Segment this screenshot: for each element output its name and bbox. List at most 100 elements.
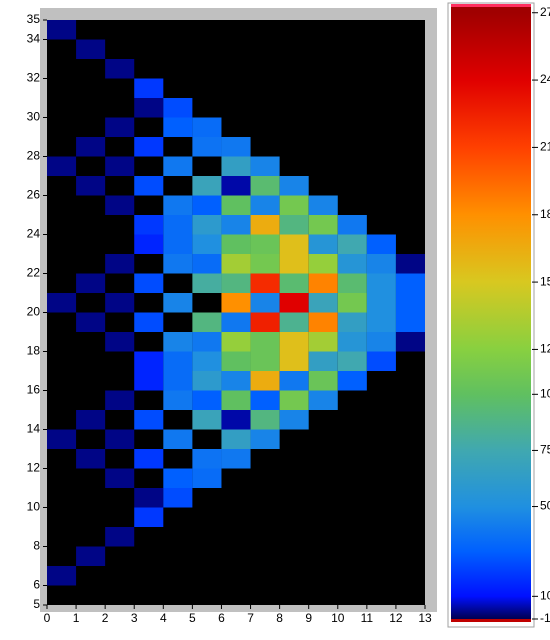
colorbar-tick-label: 100 — [540, 589, 550, 603]
heat-cell — [221, 273, 251, 293]
heat-cell — [250, 293, 280, 313]
heat-cell — [134, 507, 164, 527]
colorbar — [451, 6, 531, 619]
y-tick-label: 12 — [27, 461, 41, 475]
x-tick-label: 9 — [305, 611, 312, 625]
heat-cell — [221, 215, 251, 235]
heat-cell — [308, 332, 338, 352]
heat-cell — [192, 254, 222, 274]
heat-cell — [134, 273, 164, 293]
heat-cell — [192, 332, 222, 352]
heat-cell — [105, 117, 135, 137]
heat-cell — [279, 215, 309, 235]
heat-cell — [250, 234, 280, 254]
colorbar-tick-label: 2100 — [540, 140, 550, 154]
heat-cell — [250, 156, 280, 176]
heat-cell — [105, 332, 135, 352]
y-tick-label: 22 — [27, 266, 41, 280]
y-tick-label: 34 — [27, 32, 41, 46]
heat-cell — [163, 332, 193, 352]
heat-cell — [134, 234, 164, 254]
heat-cell — [105, 293, 135, 313]
colorbar-tick-label: 1500 — [540, 274, 550, 288]
heat-cell — [250, 351, 280, 371]
y-tick-label: 14 — [27, 422, 41, 436]
heat-cell — [134, 312, 164, 332]
y-tick-label: 5 — [33, 597, 40, 611]
heat-cell — [134, 215, 164, 235]
heat-cell — [76, 137, 106, 157]
y-tick-label: 16 — [27, 383, 41, 397]
heat-cell — [163, 215, 193, 235]
heat-cell — [47, 566, 77, 586]
heat-cell — [192, 312, 222, 332]
heat-cell — [221, 312, 251, 332]
y-tick-label: 8 — [33, 539, 40, 553]
heat-cell — [250, 332, 280, 352]
heat-cell — [192, 117, 222, 137]
heat-cell — [134, 351, 164, 371]
heat-cell — [47, 429, 77, 449]
heat-cell — [105, 527, 135, 547]
heat-cell — [134, 98, 164, 118]
heat-cell — [250, 312, 280, 332]
heat-cell — [76, 39, 106, 59]
heat-cell — [366, 293, 396, 313]
heat-cell — [366, 273, 396, 293]
heat-cell — [279, 195, 309, 215]
heat-cell — [192, 137, 222, 157]
heat-cell — [279, 332, 309, 352]
heat-cell — [250, 215, 280, 235]
heat-cell — [76, 273, 106, 293]
heat-cell — [308, 195, 338, 215]
heat-cell — [337, 254, 367, 274]
heat-cell — [163, 254, 193, 274]
y-tick-label: 10 — [27, 500, 41, 514]
heat-cell — [337, 371, 367, 391]
heat-cell — [250, 410, 280, 430]
heat-cell — [337, 332, 367, 352]
heat-cell — [221, 351, 251, 371]
heat-cell — [221, 156, 251, 176]
x-tick-label: 11 — [361, 611, 374, 625]
heat-cell — [337, 351, 367, 371]
heat-cell — [76, 449, 106, 469]
colorbar-tick-label: 1200 — [540, 342, 550, 356]
x-tick-label: 5 — [189, 611, 196, 625]
heat-cell — [134, 371, 164, 391]
heat-cell — [163, 468, 193, 488]
heat-cell — [192, 449, 222, 469]
colorbar-tick-label: -1 — [540, 611, 550, 625]
x-tick-label: 0 — [44, 611, 51, 625]
heat-cell — [163, 98, 193, 118]
heat-cell — [308, 293, 338, 313]
heat-cell — [395, 312, 425, 332]
heat-cell — [337, 273, 367, 293]
heat-cell — [163, 195, 193, 215]
heat-cell — [134, 488, 164, 508]
heat-cell — [192, 273, 222, 293]
heat-cell — [163, 390, 193, 410]
heat-cell — [366, 254, 396, 274]
colorbar-tick-label: 750 — [540, 443, 550, 457]
y-tick-label: 28 — [27, 149, 41, 163]
heat-cell — [192, 371, 222, 391]
heat-cell — [192, 215, 222, 235]
x-tick-label: 1 — [73, 611, 80, 625]
heat-cell — [250, 390, 280, 410]
x-tick-label: 7 — [247, 611, 254, 625]
heat-cell — [337, 312, 367, 332]
y-tick-label: 32 — [27, 71, 41, 85]
heat-cell — [395, 254, 425, 274]
colorbar-top-edge — [451, 4, 531, 7]
heat-cell — [250, 254, 280, 274]
heat-cell — [134, 176, 164, 196]
y-tick-label: 30 — [27, 110, 41, 124]
y-tick-label: 26 — [27, 188, 41, 202]
heat-cell — [163, 371, 193, 391]
heat-cell — [163, 488, 193, 508]
heat-cell — [308, 215, 338, 235]
heat-cell — [105, 254, 135, 274]
y-tick-label: 24 — [27, 227, 41, 241]
